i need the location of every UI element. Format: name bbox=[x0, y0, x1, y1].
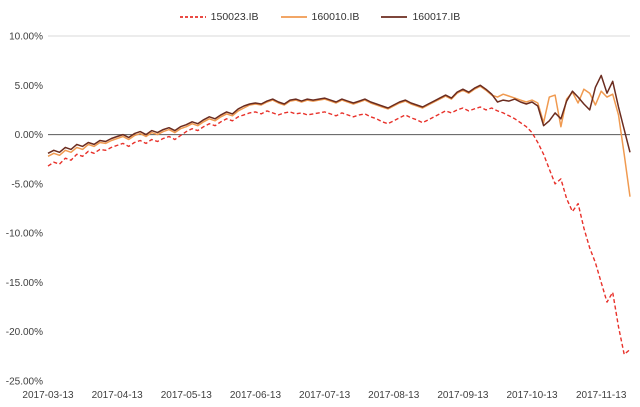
y-axis-tick-label: -25.00% bbox=[6, 377, 43, 388]
x-axis-tick-label: 2017-08-13 bbox=[368, 390, 420, 401]
legend-label: 150023.IB bbox=[210, 11, 259, 23]
y-axis-tick-label: 0.00% bbox=[15, 130, 43, 141]
series-line-150023.IB bbox=[47, 106, 631, 356]
x-axis-tick-label: 2017-10-13 bbox=[506, 390, 558, 401]
legend-item-160010.IB: 160010.IB bbox=[280, 11, 360, 23]
x-axis-tick-label: 2017-11-13 bbox=[576, 390, 627, 401]
y-axis-tick-label: -5.00% bbox=[11, 179, 43, 190]
x-axis-tick-label: 2017-05-13 bbox=[161, 390, 213, 401]
series-line-160017.IB bbox=[47, 74, 631, 154]
chart-legend: 150023.IB 160010.IB 160017.IB bbox=[0, 8, 640, 26]
legend-swatch-160010.IB bbox=[280, 16, 307, 18]
y-axis-tick-label: 5.00% bbox=[15, 81, 43, 92]
y-axis-tick-label: -15.00% bbox=[6, 278, 43, 289]
legend-item-160017.IB: 160017.IB bbox=[381, 11, 460, 23]
legend-swatch-150023.IB bbox=[179, 16, 206, 18]
legend-label: 160010.IB bbox=[311, 11, 360, 23]
legend-label: 160017.IB bbox=[412, 11, 461, 23]
x-axis-tick-label: 2017-04-13 bbox=[92, 390, 144, 401]
y-axis-tick-label: -10.00% bbox=[6, 229, 43, 240]
legend-item-150023.IB: 150023.IB bbox=[179, 11, 259, 23]
x-axis-tick-label: 2017-07-13 bbox=[299, 390, 351, 401]
x-axis-tick-label: 2017-03-13 bbox=[22, 390, 74, 401]
y-axis-tick-label: 10.00% bbox=[9, 32, 43, 43]
x-axis-tick-label: 2017-09-13 bbox=[437, 390, 489, 401]
y-axis-tick-label: -20.00% bbox=[6, 327, 43, 338]
x-axis-tick-label: 2017-06-13 bbox=[230, 390, 282, 401]
chart-canvas: 10.00% 5.00% 0.00% -5.00% -10.00% -15.00% -20.… bbox=[6, 32, 631, 401]
legend-swatch-160017.IB bbox=[381, 16, 408, 18]
series-line-160010.IB bbox=[47, 85, 631, 197]
